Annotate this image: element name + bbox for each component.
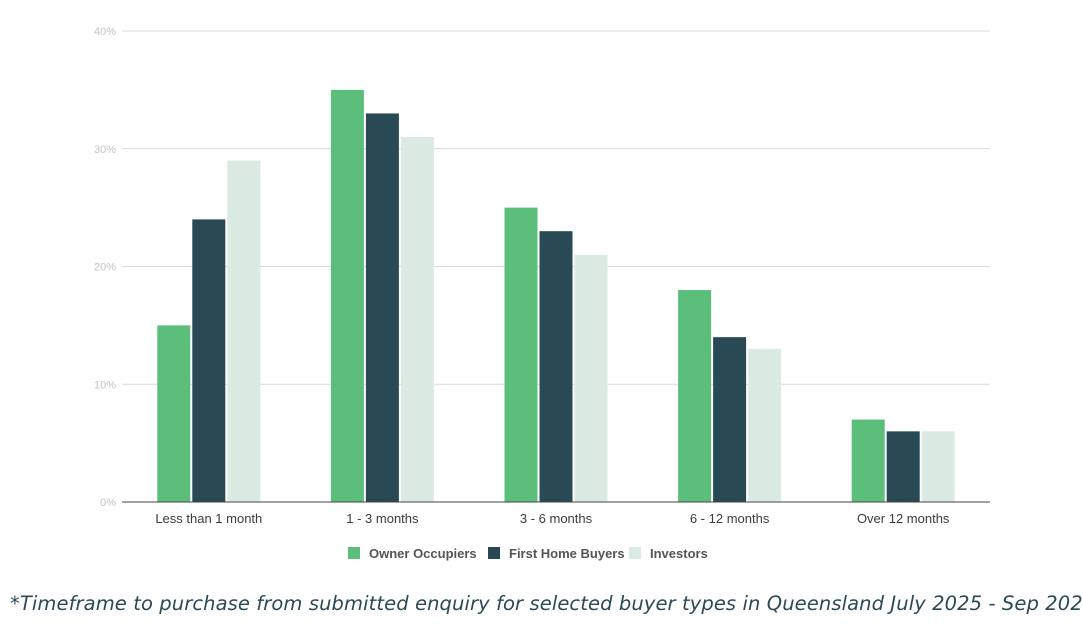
y-tick-label: 20% [94, 262, 116, 274]
bar-owner-occupiers [330, 89, 364, 502]
legend-label: First Home Buyers [509, 546, 625, 561]
y-tick-label: 40% [94, 26, 116, 38]
bar-investors [748, 348, 782, 502]
bar-first-home-buyers [539, 231, 573, 503]
bar-first-home-buyers [886, 431, 920, 502]
bar-owner-occupiers [851, 419, 885, 502]
bar-investors [574, 254, 608, 502]
y-tick-label: 30% [94, 144, 116, 156]
bar-first-home-buyers [713, 337, 747, 502]
x-category-label: 1 - 3 months [346, 511, 419, 526]
bar-first-home-buyers [365, 113, 399, 503]
legend-label: Owner Occupiers [369, 546, 477, 561]
x-axis-labels: Less than 1 month 1 - 3 months 3 - 6 month… [155, 511, 950, 526]
bar-owner-occupiers [157, 325, 191, 502]
bar-first-home-buyers [192, 219, 226, 502]
legend-swatch [348, 547, 360, 559]
x-category-label: 6 - 12 months [690, 511, 770, 526]
bars [157, 89, 955, 503]
x-category-label: 3 - 6 months [520, 511, 593, 526]
legend-label: Investors [650, 546, 708, 561]
bar-investors [400, 136, 434, 502]
legend: Owner Occupiers First Home Buyers Investor… [348, 546, 708, 561]
legend-swatch [488, 547, 500, 559]
legend-swatch [629, 547, 641, 559]
y-tick-label: 0% [100, 497, 116, 509]
x-category-label: Less than 1 month [155, 511, 262, 526]
bar-owner-occupiers [678, 290, 712, 502]
bar-owner-occupiers [504, 207, 538, 502]
y-tick-label: 10% [94, 379, 116, 391]
bar-investors [227, 160, 261, 502]
x-category-label: Over 12 months [857, 511, 950, 526]
footnote: *Timeframe to purchase from submitted en… [10, 592, 1082, 615]
bar-investors [921, 431, 955, 502]
y-axis-ticks: 0% 10% 20% 30% 40% [94, 26, 116, 509]
